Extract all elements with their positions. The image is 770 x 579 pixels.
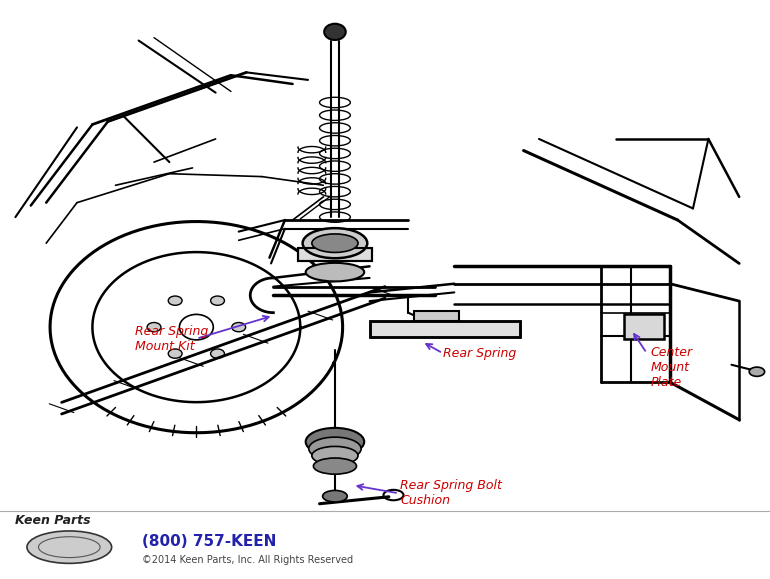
Ellipse shape [749, 367, 765, 376]
Ellipse shape [306, 263, 364, 281]
Ellipse shape [312, 446, 358, 465]
Ellipse shape [309, 437, 361, 460]
Bar [370, 321, 520, 337]
Ellipse shape [306, 428, 364, 456]
Bar [414, 311, 459, 321]
Bar [298, 248, 372, 261]
Bar [370, 321, 520, 337]
Ellipse shape [313, 458, 357, 474]
Ellipse shape [232, 323, 246, 332]
Ellipse shape [168, 296, 182, 305]
Text: Rear Spring Bolt
Cushion: Rear Spring Bolt Cushion [400, 479, 502, 507]
Bar [298, 248, 372, 261]
Ellipse shape [211, 349, 225, 358]
Text: Keen Parts: Keen Parts [15, 514, 91, 527]
Text: Rear Spring: Rear Spring [443, 347, 516, 360]
Ellipse shape [323, 490, 347, 502]
Ellipse shape [303, 228, 367, 258]
Ellipse shape [211, 296, 225, 305]
Bar [624, 314, 664, 339]
Ellipse shape [168, 349, 182, 358]
Ellipse shape [312, 234, 358, 252]
Ellipse shape [147, 323, 161, 332]
Ellipse shape [324, 24, 346, 40]
Text: Center
Mount
Plate: Center Mount Plate [651, 346, 693, 389]
Ellipse shape [27, 531, 112, 563]
Text: Rear Spring
Mount Kit: Rear Spring Mount Kit [135, 325, 208, 353]
Text: (800) 757-KEEN: (800) 757-KEEN [142, 534, 277, 549]
Text: ©2014 Keen Parts, Inc. All Rights Reserved: ©2014 Keen Parts, Inc. All Rights Reserv… [142, 555, 353, 565]
Bar [414, 311, 459, 321]
